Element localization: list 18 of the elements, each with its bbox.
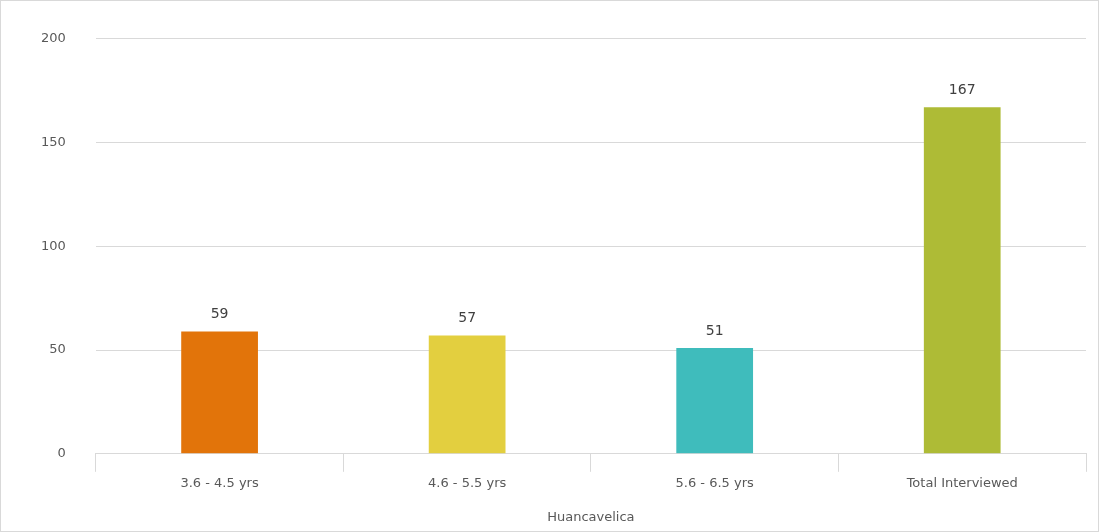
data-label: 57 bbox=[458, 309, 477, 326]
y-tick-label: 0 bbox=[57, 445, 66, 461]
x-tick-label: 3.6 - 4.5 yrs bbox=[180, 474, 259, 490]
data-label: 167 bbox=[948, 80, 976, 97]
x-axis-title: Huancavelica bbox=[547, 508, 635, 524]
x-tick-label: Total Interviewed bbox=[905, 474, 1018, 490]
data-label: 59 bbox=[210, 305, 229, 322]
data-label: 51 bbox=[705, 321, 724, 338]
y-tick-label: 50 bbox=[49, 341, 66, 357]
bar bbox=[428, 335, 506, 454]
y-tick-label: 150 bbox=[40, 133, 66, 149]
bar bbox=[676, 347, 754, 454]
x-tick-label: 4.6 - 5.5 yrs bbox=[428, 474, 507, 490]
y-tick-label: 200 bbox=[40, 30, 66, 46]
x-tick-label: 5.6 - 6.5 yrs bbox=[675, 474, 755, 490]
bar bbox=[923, 107, 1001, 454]
y-tick-label: 100 bbox=[40, 237, 66, 253]
bar bbox=[181, 331, 258, 454]
